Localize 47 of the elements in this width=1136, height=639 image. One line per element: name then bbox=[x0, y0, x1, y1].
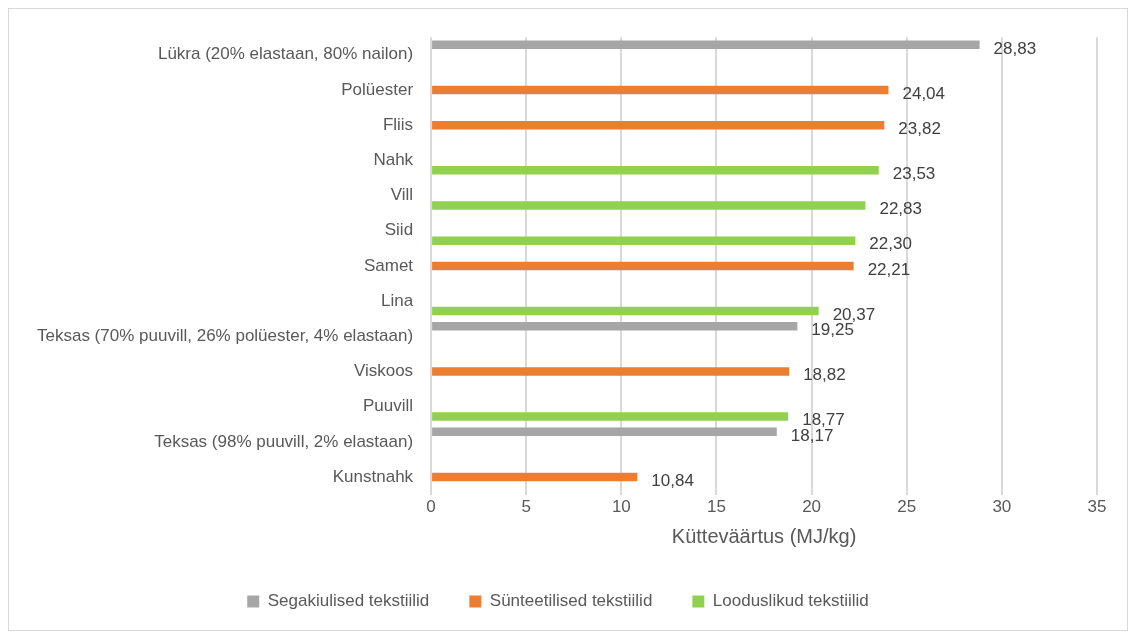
bar bbox=[432, 261, 854, 271]
x-tick-label: 15 bbox=[707, 497, 726, 517]
x-tick-label: 20 bbox=[802, 497, 822, 517]
bar bbox=[432, 322, 798, 331]
data-label: 22,30 bbox=[869, 234, 912, 254]
x-tick-label: 5 bbox=[521, 497, 531, 517]
bar bbox=[432, 427, 777, 437]
bar bbox=[432, 367, 790, 376]
y-tick-label: Kunstnahk bbox=[332, 466, 414, 486]
y-tick-label: Teksas (98% puuvill, 2% elastaan) bbox=[154, 431, 414, 451]
data-label: 22,21 bbox=[867, 259, 911, 279]
bar bbox=[432, 472, 638, 482]
y-tick-label: Viskoos bbox=[353, 361, 414, 381]
x-tick-label: 25 bbox=[897, 497, 917, 517]
bar bbox=[432, 85, 889, 95]
x-tick-label: 35 bbox=[1087, 497, 1107, 517]
y-tick-label: Samet bbox=[363, 255, 414, 275]
data-label: 10,84 bbox=[651, 470, 694, 490]
x-axis-title: Kütteväärtus (MJ/kg) bbox=[671, 524, 857, 547]
y-tick-label: Fliis bbox=[382, 114, 414, 134]
y-tick-label: Puuvill bbox=[363, 396, 414, 416]
y-tick-label: Lina bbox=[380, 290, 414, 310]
y-tick-label: Siid bbox=[384, 220, 414, 240]
bar bbox=[432, 306, 819, 316]
y-tick-label: Nahk bbox=[373, 150, 414, 170]
legend-label: Looduslikud tekstiilid bbox=[712, 591, 869, 611]
x-tick-label: 10 bbox=[611, 497, 631, 517]
data-label: 23,53 bbox=[892, 164, 936, 183]
y-tick-label: Vill bbox=[390, 185, 414, 205]
bar bbox=[432, 236, 856, 245]
x-tick-label: 0 bbox=[426, 497, 436, 517]
bar bbox=[432, 201, 866, 210]
data-label: 23,82 bbox=[898, 118, 941, 138]
x-tick-label: 30 bbox=[992, 497, 1012, 517]
bar bbox=[432, 40, 980, 50]
bar bbox=[432, 412, 789, 421]
legend-label: Sünteetilised tekstiilid bbox=[489, 591, 653, 611]
legend-label: Segakiulised tekstiilid bbox=[267, 591, 430, 611]
data-label: 22,83 bbox=[879, 199, 922, 219]
y-tick-label: Teksas (70% puuvill, 26% polüester, 4% elastaan) bbox=[36, 325, 414, 345]
y-tick-label: Polüester bbox=[341, 79, 414, 99]
data-label: 28,83 bbox=[993, 38, 1037, 58]
data-label: 18,82 bbox=[803, 365, 846, 385]
data-label: 24,04 bbox=[902, 83, 946, 103]
bar bbox=[432, 166, 879, 175]
y-tick-label: Lükra (20% elastaan, 80% nailon) bbox=[157, 44, 414, 64]
bar bbox=[432, 120, 885, 130]
